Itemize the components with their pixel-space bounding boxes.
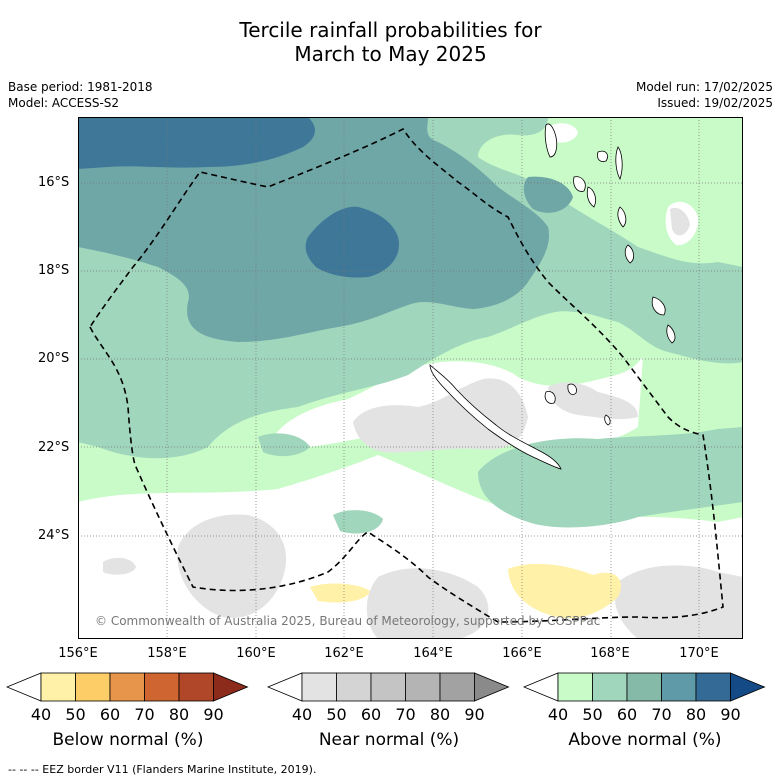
near-normal-patch-small xyxy=(103,557,136,575)
colorbar-tick-label: 40 xyxy=(291,705,313,724)
colorbar-title-below: Below normal (%) xyxy=(52,730,204,750)
colorbar-segment xyxy=(40,672,76,702)
colorbar-segment xyxy=(144,672,180,702)
lon-label-166e: 166°E xyxy=(502,646,542,661)
colorbar-segment xyxy=(557,672,593,702)
lon-label-164e: 164°E xyxy=(413,646,453,661)
above-normal-50-west xyxy=(258,433,310,457)
vanuatu-islands xyxy=(544,123,676,344)
probability-map: © Commonwealth of Australia 2025, Bureau… xyxy=(78,117,743,639)
colorbar-segment xyxy=(370,672,406,702)
colorbar-below-normal xyxy=(6,672,249,702)
colorbar-tick-label: 70 xyxy=(395,705,416,724)
colorbar-tick-label: 70 xyxy=(134,705,155,724)
near-normal-patch-southeast xyxy=(614,565,743,639)
colorbar-segment xyxy=(336,672,372,702)
new-caledonia-island xyxy=(429,364,562,470)
colorbar-tick-label: 60 xyxy=(99,705,121,724)
lat-label-24s: 24°S xyxy=(38,528,70,543)
lon-label-160e: 160°E xyxy=(236,646,276,661)
colorbar-tick-label: 90 xyxy=(464,705,485,724)
colorbar-segment xyxy=(75,672,111,702)
copyright-text: © Commonwealth of Australia 2025, Bureau… xyxy=(95,614,600,628)
colorbar-segment xyxy=(178,672,214,702)
below-normal-patch-south xyxy=(310,583,370,603)
colorbar-tick-label: 50 xyxy=(326,705,347,724)
lon-label-170e: 170°E xyxy=(679,646,719,661)
colorbar-segment xyxy=(523,672,559,702)
above-normal-60-region xyxy=(78,117,549,342)
lon-label-158e: 158°E xyxy=(147,646,187,661)
near-normal-patch-center xyxy=(353,378,528,453)
title-line-1: Tercile rainfall probabilities for xyxy=(239,18,542,42)
issued-date: Issued: 19/02/2025 xyxy=(657,96,773,110)
colorbar-segment xyxy=(730,672,766,702)
colorbar-segment xyxy=(6,672,42,702)
lon-label-162e: 162°E xyxy=(324,646,364,661)
model-run: Model run: 17/02/2025 xyxy=(635,80,773,94)
colorbar-segment xyxy=(109,672,145,702)
above-normal-50-southeast xyxy=(478,427,743,528)
colorbar-title-above: Above normal (%) xyxy=(568,730,722,750)
lat-label-20s: 20°S xyxy=(38,351,70,366)
colorbar-tick-label: 90 xyxy=(720,705,741,724)
colorbar-segment xyxy=(592,672,628,702)
base-period: Base period: 1981-2018 xyxy=(8,80,153,94)
lon-label-168e: 168°E xyxy=(590,646,630,661)
colorbar-tick-label: 80 xyxy=(168,705,190,724)
colorbar-segment xyxy=(695,672,731,702)
colorbar-tick-label: 50 xyxy=(582,705,603,724)
colorbar-segment xyxy=(439,672,475,702)
eez-footer-note: -- -- -- EEZ border V11 (Flanders Marine… xyxy=(8,763,317,776)
above-normal-60-east xyxy=(523,176,573,213)
colorbar-title-near: Near normal (%) xyxy=(318,730,460,750)
model-name: Model: ACCESS-S2 xyxy=(8,96,120,110)
lat-label-18s: 18°S xyxy=(38,263,70,278)
above-normal-50-south xyxy=(333,510,383,534)
near-normal-patch-southwest xyxy=(177,514,287,618)
title-line-2: March to May 2025 xyxy=(294,42,487,66)
colorbar-segment xyxy=(626,672,662,702)
colorbar-tick-label: 90 xyxy=(203,705,224,724)
colorbar-segment xyxy=(301,672,337,702)
colorbar-tick-label: 40 xyxy=(547,705,569,724)
lat-label-22s: 22°S xyxy=(38,440,70,455)
colorbar-tick-label: 60 xyxy=(360,705,382,724)
colorbar-tick-label: 80 xyxy=(685,705,707,724)
colorbar-tick-label: 80 xyxy=(429,705,451,724)
colorbar-above-normal xyxy=(523,672,766,702)
colorbar-segment xyxy=(405,672,441,702)
loyalty-islands xyxy=(544,383,611,426)
colorbar-segment xyxy=(661,672,697,702)
colorbar-tick-label: 60 xyxy=(616,705,638,724)
near-normal-patch-south xyxy=(366,568,489,639)
above-normal-70-center xyxy=(305,206,399,278)
colorbar-segment xyxy=(474,672,510,702)
near-normal-patch-east-small xyxy=(670,207,690,236)
lat-label-16s: 16°S xyxy=(38,175,70,190)
colorbar-near-normal xyxy=(267,672,510,702)
colorbar-tick-label: 50 xyxy=(65,705,86,724)
below-normal-patch-southeast xyxy=(508,563,621,619)
map-title: Tercile rainfall probabilities for March… xyxy=(0,18,781,66)
colorbar-tick-label: 40 xyxy=(30,705,52,724)
meta-left: Base period: 1981-2018 Model: ACCESS-S2 xyxy=(8,79,153,111)
lon-label-156e: 156°E xyxy=(58,646,98,661)
graticule xyxy=(78,117,743,639)
colorbar-tick-label: 70 xyxy=(651,705,672,724)
colorbar-segment xyxy=(213,672,249,702)
map-frame xyxy=(78,117,743,639)
meta-right: Model run: 17/02/2025 Issued: 19/02/2025 xyxy=(636,79,773,111)
colorbar-segment xyxy=(267,672,303,702)
land xyxy=(429,123,676,470)
